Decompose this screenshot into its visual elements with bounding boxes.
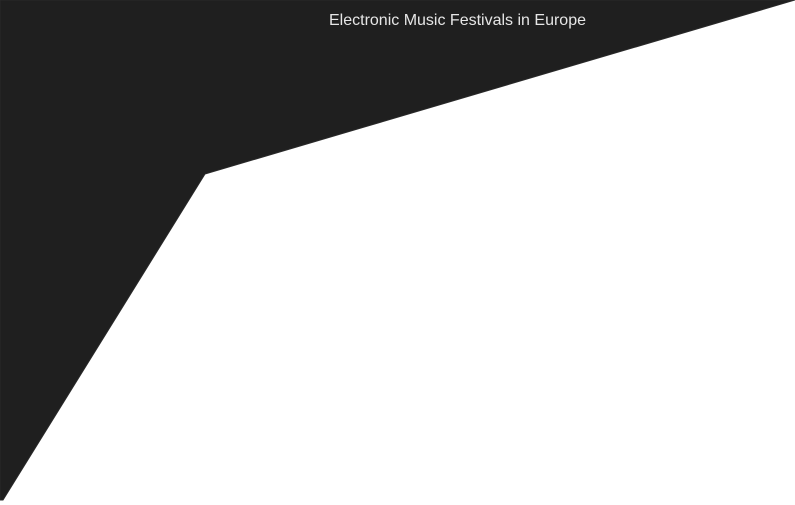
dark-polygon — [0, 0, 795, 501]
canvas-area: Electronic Music Festivals in Europe — [0, 0, 795, 501]
dark-background-shape — [0, 0, 795, 501]
